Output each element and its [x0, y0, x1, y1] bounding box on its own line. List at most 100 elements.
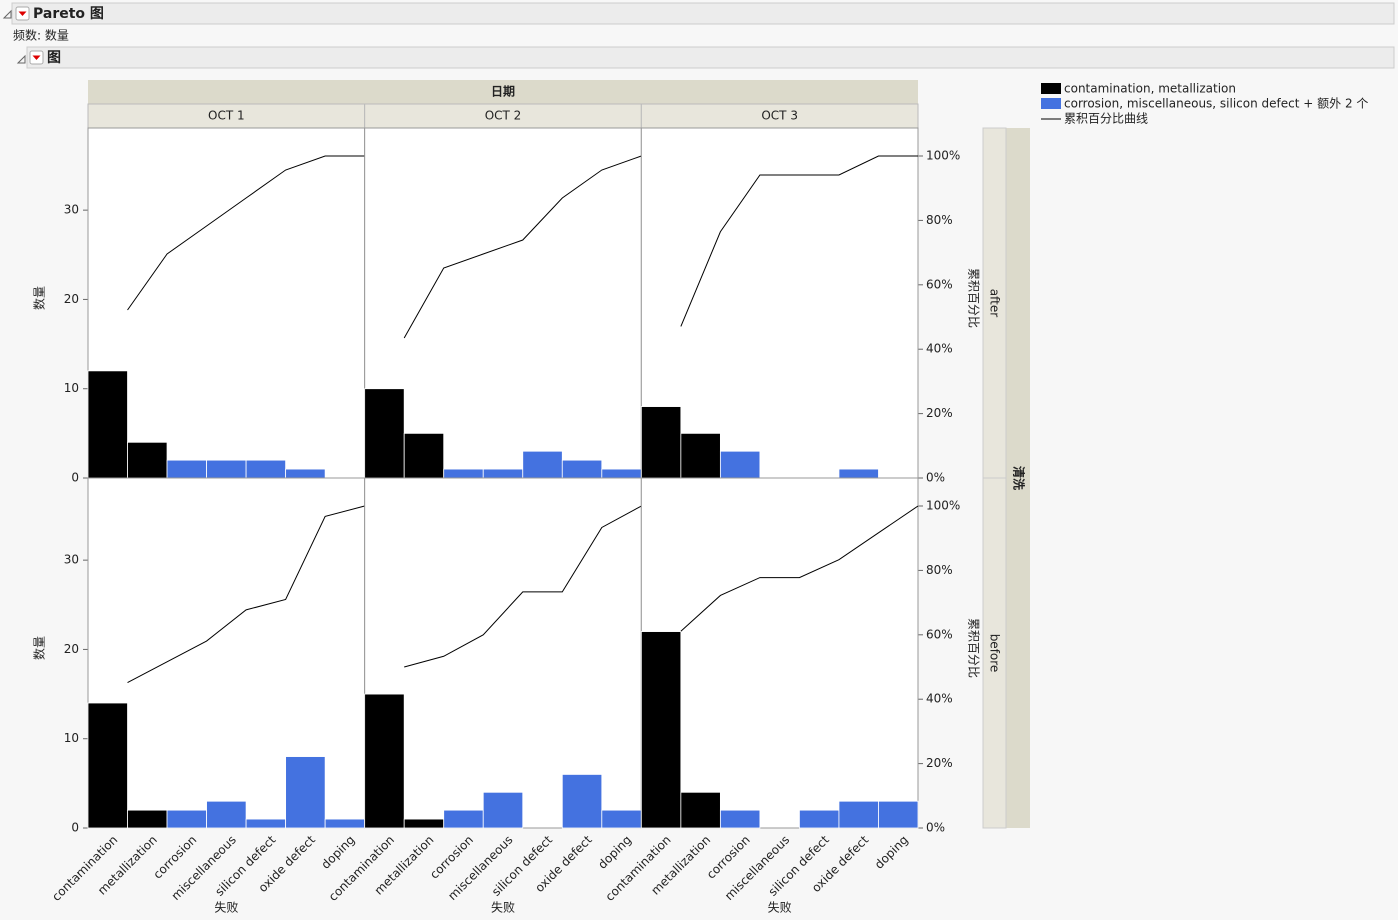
y2-tick-label: 60%: [926, 277, 953, 291]
bar: [206, 800, 247, 829]
legend-swatch: [1041, 98, 1061, 109]
column-label: OCT 3: [761, 109, 798, 123]
bar: [799, 809, 840, 829]
bar: [719, 450, 761, 479]
bar: [364, 388, 405, 479]
y-tick-label: 30: [64, 553, 79, 567]
y2-tick-label: 40%: [926, 342, 953, 356]
cumulative-line: [127, 155, 365, 311]
cumulative-line: [127, 505, 365, 684]
report-title: Pareto 图: [33, 6, 104, 22]
row-group-label: 清洗: [1012, 466, 1027, 490]
column-header: [87, 103, 366, 129]
bar: [443, 468, 484, 479]
y2-axis-label: 累积百分比: [967, 268, 981, 328]
bar: [482, 791, 524, 829]
panel: [87, 127, 366, 479]
column-group-label: 日期: [491, 84, 515, 99]
bar: [878, 800, 919, 829]
disclosure-icon[interactable]: [16, 54, 26, 64]
outline-bar: [26, 46, 1395, 69]
bar: [364, 693, 405, 829]
row-label: after: [988, 289, 1002, 317]
column-label: OCT 2: [485, 109, 522, 123]
bar: [285, 468, 326, 479]
bar: [87, 370, 128, 479]
bar: [522, 450, 563, 479]
column-group-header: [88, 80, 918, 104]
y-tick-label: 30: [64, 203, 79, 217]
row-header: [982, 477, 1007, 829]
x-axis-label: 失败: [214, 900, 238, 915]
y2-tick-label: 100%: [926, 499, 960, 513]
y2-tick-label: 20%: [926, 756, 953, 770]
bar: [403, 818, 445, 829]
bar: [166, 809, 207, 829]
y-tick-label: 20: [64, 292, 79, 306]
cumulative-line: [680, 155, 918, 327]
panel: [364, 477, 642, 829]
bar: [838, 800, 879, 829]
y2-tick-label: 0%: [926, 821, 945, 835]
column-label: OCT 1: [208, 109, 245, 123]
bar: [245, 459, 287, 479]
cumulative-line: [680, 505, 919, 632]
column-header: [640, 103, 919, 129]
bar: [601, 809, 642, 829]
legend-swatch: [1041, 83, 1061, 94]
y2-axis-label: 累积百分比: [967, 618, 981, 678]
bar: [561, 774, 603, 829]
y2-tick-label: 0%: [926, 471, 945, 485]
y-axis-label: 数量: [32, 286, 47, 310]
bar: [680, 432, 721, 479]
legend-label: 累积百分比曲线: [1064, 112, 1148, 126]
cumulative-line: [404, 505, 642, 668]
y-tick-label: 10: [64, 381, 79, 395]
bar: [443, 809, 484, 829]
y2-tick-label: 100%: [926, 149, 960, 163]
bar: [166, 459, 207, 479]
y2-tick-label: 20%: [926, 406, 953, 420]
bar: [640, 631, 682, 829]
y-tick-label: 10: [64, 731, 79, 745]
x-axis-label: 失败: [768, 900, 792, 915]
bar: [285, 756, 326, 829]
bar: [838, 468, 879, 479]
disclosure-icon[interactable]: [2, 9, 12, 19]
y2-tick-label: 80%: [926, 213, 953, 227]
column-header: [364, 103, 642, 129]
panel: [640, 477, 919, 829]
bar: [680, 791, 721, 829]
row-label: before: [988, 634, 1002, 673]
menu-arrow: [32, 55, 41, 60]
y2-tick-label: 40%: [926, 692, 953, 706]
bar: [719, 809, 761, 829]
panel: [640, 127, 919, 479]
legend-label: contamination, metallization: [1064, 82, 1236, 96]
panel: [364, 127, 642, 479]
bar: [324, 818, 366, 829]
y-tick-label: 0: [71, 821, 79, 835]
y-axis-label: 数量: [32, 636, 47, 660]
bar: [245, 818, 287, 829]
y2-tick-label: 60%: [926, 627, 953, 641]
frequency-label: 频数: 数量: [13, 28, 69, 43]
legend-label: corrosion, miscellaneous, silicon defect…: [1064, 97, 1368, 111]
bar: [482, 468, 524, 479]
bar: [601, 468, 642, 479]
bar: [127, 441, 168, 479]
cumulative-line: [403, 155, 642, 339]
row-group-header: [1006, 128, 1030, 828]
x-axis-label: 失败: [491, 900, 515, 915]
y-tick-label: 0: [71, 471, 79, 485]
bar: [403, 432, 445, 479]
bar: [561, 459, 603, 479]
bar: [206, 459, 247, 479]
y2-tick-label: 80%: [926, 563, 953, 577]
section-title: 图: [47, 50, 61, 66]
outline-bar: [11, 2, 1395, 25]
menu-arrow: [18, 11, 27, 16]
bar: [640, 406, 682, 479]
bar: [127, 809, 168, 829]
